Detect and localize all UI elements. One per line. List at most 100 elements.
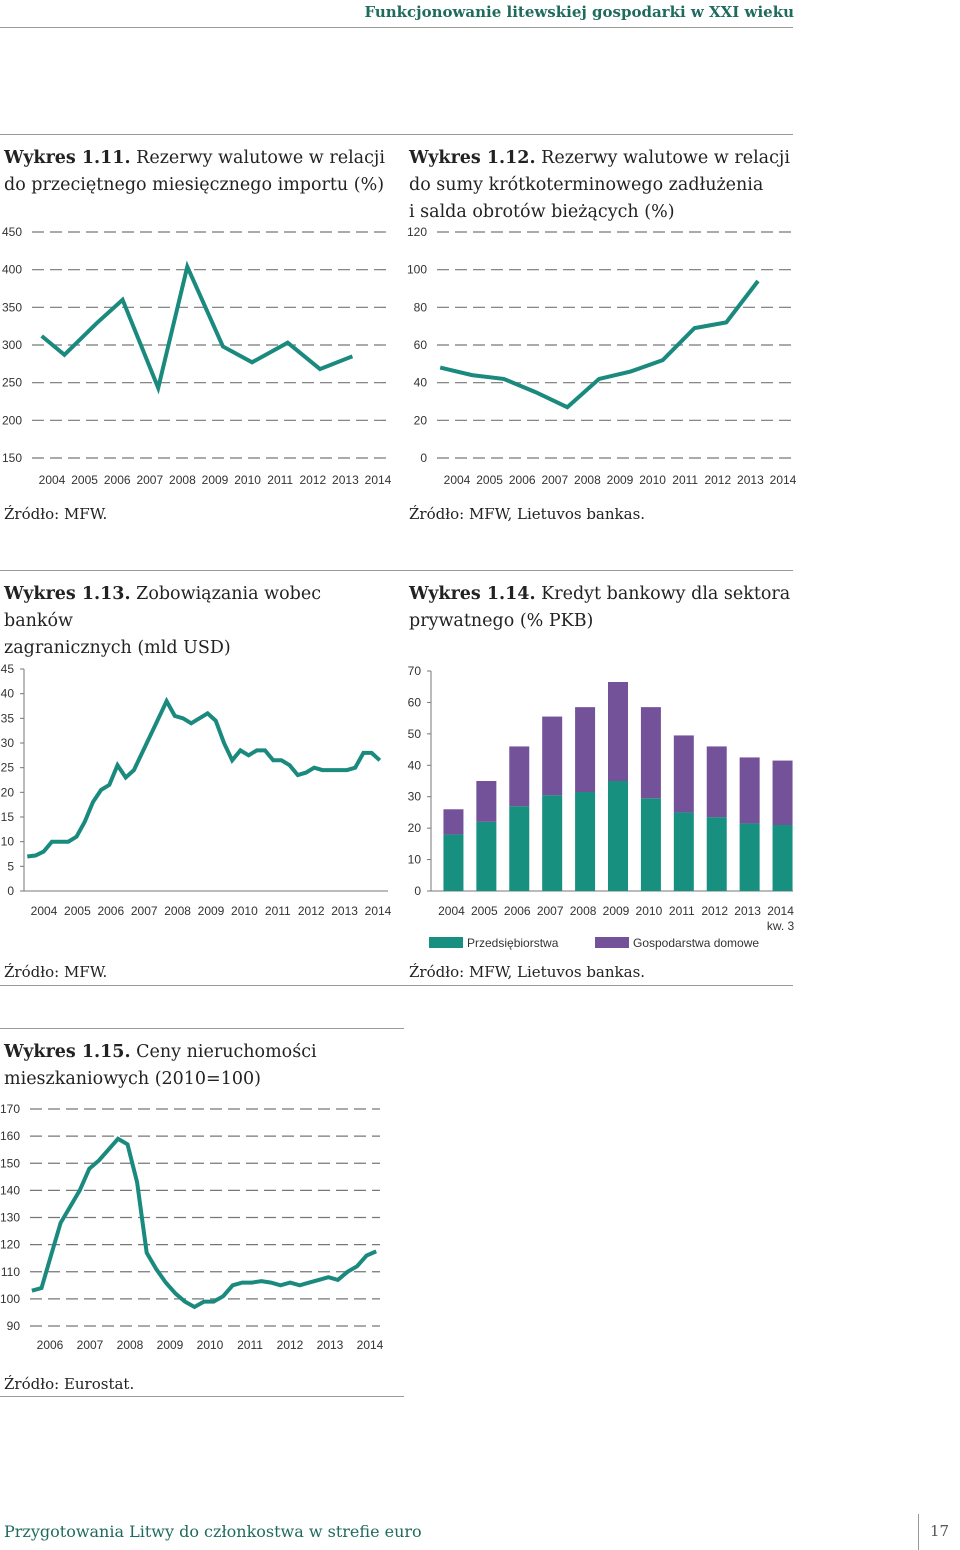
x-tick-label: 2005 — [471, 904, 498, 918]
bar-gospodarstwa — [608, 682, 628, 781]
x-tick-label: 2006 — [97, 904, 124, 918]
x-tick-label: 2012 — [298, 904, 325, 918]
x-tick-label: 2008 — [574, 473, 601, 487]
x-tick-label: 2014 — [767, 904, 794, 918]
y-tick-label: 100 — [407, 263, 427, 277]
chart-1-13: 0 5 10 15 20 25 30 35 40 45 2004 2005 2006 2007 2008 20… — [1, 662, 392, 918]
x-tick-label: 2004 — [39, 473, 66, 487]
chart-title-line: do sumy krótkoterminowego zadłużenia — [409, 175, 764, 195]
chart-title-line: Ceny nieruchomości — [136, 1042, 317, 1062]
chart-1-15-title: Wykres 1.15. Ceny nieruchomości mieszkan… — [4, 1039, 404, 1093]
x-tick-label: 2014 — [770, 473, 797, 487]
y-tick-label: 20 — [1, 785, 15, 799]
x-tick-label: 2014 — [365, 473, 392, 487]
legend-label: Gospodarstwa domowe — [633, 936, 759, 950]
y-tick-label: 0 — [420, 451, 427, 465]
y-tick-label: 0 — [7, 884, 14, 898]
chart-1-11-source: Źródło: MFW. — [4, 505, 108, 523]
x-tick-note: kw. 3 — [767, 919, 795, 933]
y-tick-label: 120 — [0, 1238, 20, 1252]
y-tick-label: 60 — [408, 695, 422, 709]
x-tick-label: 2011 — [237, 1338, 263, 1352]
chart-title-line: Rezerwy walutowe w relacji — [136, 148, 385, 168]
y-tick-label: 200 — [2, 413, 22, 427]
chart-1-14: 0 10 20 30 40 50 60 70 2004 2005 2006 2007 2008 2009 2… — [408, 664, 795, 950]
bar-gospodarstwa — [476, 781, 497, 822]
x-tick-label: 2010 — [231, 904, 258, 918]
bar-przedsiebiorstwa — [575, 792, 596, 891]
running-header: Funkcjonowanie litewskiej gospodarki w X… — [364, 3, 794, 21]
x-tick-label: 2007 — [537, 904, 564, 918]
chart-1-12-source: Źródło: MFW, Lietuvos bankas. — [409, 505, 646, 523]
header-rule — [0, 27, 793, 28]
x-tick-label: 2006 — [37, 1338, 64, 1352]
x-tick-label: 2004 — [438, 904, 465, 918]
y-tick-label: 20 — [408, 821, 422, 835]
x-tick-label: 2013 — [332, 473, 359, 487]
bar-gospodarstwa — [542, 716, 563, 796]
chart-title-line: Rezerwy walutowe w relacji — [541, 148, 790, 168]
x-tick-label: 2007 — [77, 1338, 104, 1352]
x-tick-label: 2012 — [701, 904, 728, 918]
x-tick-label: 2012 — [277, 1338, 304, 1352]
y-tick-label: 250 — [2, 376, 22, 390]
legend-label: Przedsiębiorstwa — [467, 936, 559, 950]
series-line — [27, 696, 382, 859]
bar-gospodarstwa — [443, 809, 464, 835]
y-tick-label: 5 — [7, 859, 14, 873]
x-tick-label: 2009 — [603, 904, 630, 918]
y-tick-label: 45 — [1, 662, 15, 676]
footer-divider — [918, 1514, 919, 1550]
row2-bottom-rule — [0, 985, 793, 986]
y-tick-label: 40 — [1, 687, 15, 701]
y-tick-label: 170 — [0, 1102, 20, 1116]
chart-1-12-title: Wykres 1.12. Rezerwy walutowe w relacji … — [409, 145, 799, 226]
chart-title-line: zagranicznych (mld USD) — [4, 638, 231, 658]
x-tick-label: 2010 — [639, 473, 666, 487]
x-tick-label: 2009 — [202, 473, 229, 487]
bar-przedsiebiorstwa — [739, 823, 760, 891]
bar-gospodarstwa — [509, 746, 530, 807]
bar-przedsiebiorstwa — [542, 795, 563, 891]
bar-gospodarstwa — [706, 746, 727, 818]
x-tick-label: 2010 — [234, 473, 261, 487]
y-tick-label: 150 — [0, 1156, 20, 1170]
x-tick-label: 2008 — [164, 904, 191, 918]
y-tick-label: 450 — [2, 225, 22, 239]
chart-1-14-title: Wykres 1.14. Kredyt bankowy dla sektora … — [409, 581, 799, 635]
x-tick-label: 2011 — [672, 473, 698, 487]
y-tick-label: 70 — [408, 664, 422, 678]
x-tick-label: 2005 — [476, 473, 503, 487]
x-tick-label: 2009 — [157, 1338, 184, 1352]
chart-title-line: Kredyt bankowy dla sektora — [541, 584, 791, 604]
chart-title-line: Zobowiązania wobec banków — [4, 584, 321, 631]
x-tick-label: 2013 — [317, 1338, 344, 1352]
page-number: 17 — [930, 1522, 950, 1540]
row3-bottom-rule — [0, 1396, 404, 1397]
y-tick-label: 400 — [2, 263, 22, 277]
y-tick-label: 80 — [414, 300, 428, 314]
x-tick-label: 2012 — [704, 473, 731, 487]
x-tick-label: 2014 — [365, 904, 392, 918]
chart-title-line: mieszkaniowych (2010=100) — [4, 1069, 261, 1089]
x-tick-label: 2006 — [509, 473, 536, 487]
bar-przedsiebiorstwa — [640, 798, 661, 891]
y-tick-label: 130 — [0, 1211, 20, 1225]
footer-title: Przygotowania Litwy do członkostwa w str… — [4, 1522, 422, 1541]
x-tick-label: 2007 — [136, 473, 163, 487]
x-tick-label: 2007 — [131, 904, 158, 918]
y-tick-label: 350 — [2, 300, 22, 314]
y-tick-label: 30 — [408, 790, 422, 804]
x-tick-label: 2007 — [541, 473, 568, 487]
x-tick-label: 2004 — [444, 473, 471, 487]
bar-gospodarstwa — [673, 735, 694, 813]
chart-1-15-source: Źródło: Eurostat. — [4, 1375, 135, 1393]
chart-1-14-source: Źródło: MFW, Lietuvos bankas. — [409, 963, 646, 981]
legend-swatch — [429, 937, 463, 948]
chart-1-13-source: Źródło: MFW. — [4, 963, 108, 981]
y-tick-label: 35 — [1, 711, 15, 725]
y-tick-label: 20 — [414, 413, 428, 427]
row3-top-rule — [0, 1028, 404, 1029]
bar-gospodarstwa — [575, 707, 596, 792]
x-tick-label: 2005 — [71, 473, 98, 487]
